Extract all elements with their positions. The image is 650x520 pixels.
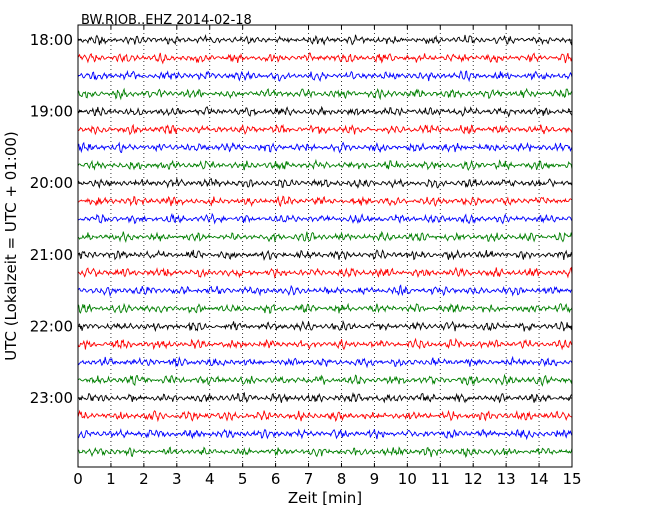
seismic-trace (77, 446, 573, 458)
chart-title: BW.RJOB..EHZ 2014-02-18 (81, 13, 252, 28)
x-tick-label: 3 (172, 470, 182, 488)
seismic-trace (77, 391, 573, 404)
seismic-trace (77, 34, 573, 46)
x-tick-label: 11 (431, 470, 450, 488)
x-tick-label: 7 (304, 470, 314, 488)
x-tick-label: 8 (337, 470, 347, 488)
seismic-trace (77, 141, 573, 154)
x-tick-label: 5 (238, 470, 248, 488)
seismic-trace (77, 355, 573, 369)
seismic-trace (77, 319, 573, 333)
seismic-trace (77, 105, 573, 118)
seismic-trace (77, 212, 573, 225)
seismic-trace (77, 409, 573, 423)
x-tick-label: 4 (205, 470, 215, 488)
seismic-trace (77, 428, 573, 441)
vertical-grid (110, 25, 540, 467)
x-tick-label: 15 (562, 470, 581, 488)
x-tick-label: 9 (370, 470, 380, 488)
traces-group (77, 34, 573, 458)
seismic-trace (77, 302, 573, 314)
seismic-trace (77, 249, 573, 261)
seismic-trace (77, 87, 573, 101)
seismic-trace (77, 52, 573, 65)
seismic-trace (77, 195, 573, 208)
x-tick-label: 10 (398, 470, 417, 488)
x-tick-label: 13 (497, 470, 516, 488)
seismic-trace (77, 230, 573, 244)
seismic-trace (77, 177, 573, 190)
plot-area (78, 25, 572, 467)
plot-frame (77, 24, 573, 468)
x-tick-label: 6 (271, 470, 281, 488)
x-tick-label: 14 (530, 470, 549, 488)
y-tick-label: 22:00 (30, 317, 73, 335)
y-tick-label: 21:00 (30, 246, 73, 264)
y-tick-label: 20:00 (30, 174, 73, 192)
y-tick-label: 18:00 (30, 31, 73, 49)
y-tick-label: 23:00 (30, 389, 73, 407)
seismic-trace (77, 284, 573, 298)
x-tick-label: 2 (139, 470, 149, 488)
y-tick-label: 19:00 (30, 103, 73, 121)
x-axis-title: Zeit [min] (288, 489, 362, 507)
y-axis-title: UTC (Lokalzeit = UTC + 01:00) (2, 131, 20, 361)
seismic-trace (77, 337, 573, 351)
y-axis-ticks: 18:00 19:00 20:00 21:00 22:00 23:00 (30, 31, 572, 407)
seismic-trace (77, 123, 573, 136)
x-axis-ticks: 0 1 2 3 4 5 6 7 8 9 10 11 12 13 14 15 (73, 25, 582, 488)
seismic-trace (77, 373, 573, 387)
seismic-trace (77, 266, 573, 280)
x-tick-label: 0 (73, 470, 83, 488)
seismic-trace (77, 69, 573, 83)
x-tick-label: 1 (106, 470, 116, 488)
seismic-trace (77, 158, 573, 171)
x-tick-label: 12 (464, 470, 483, 488)
